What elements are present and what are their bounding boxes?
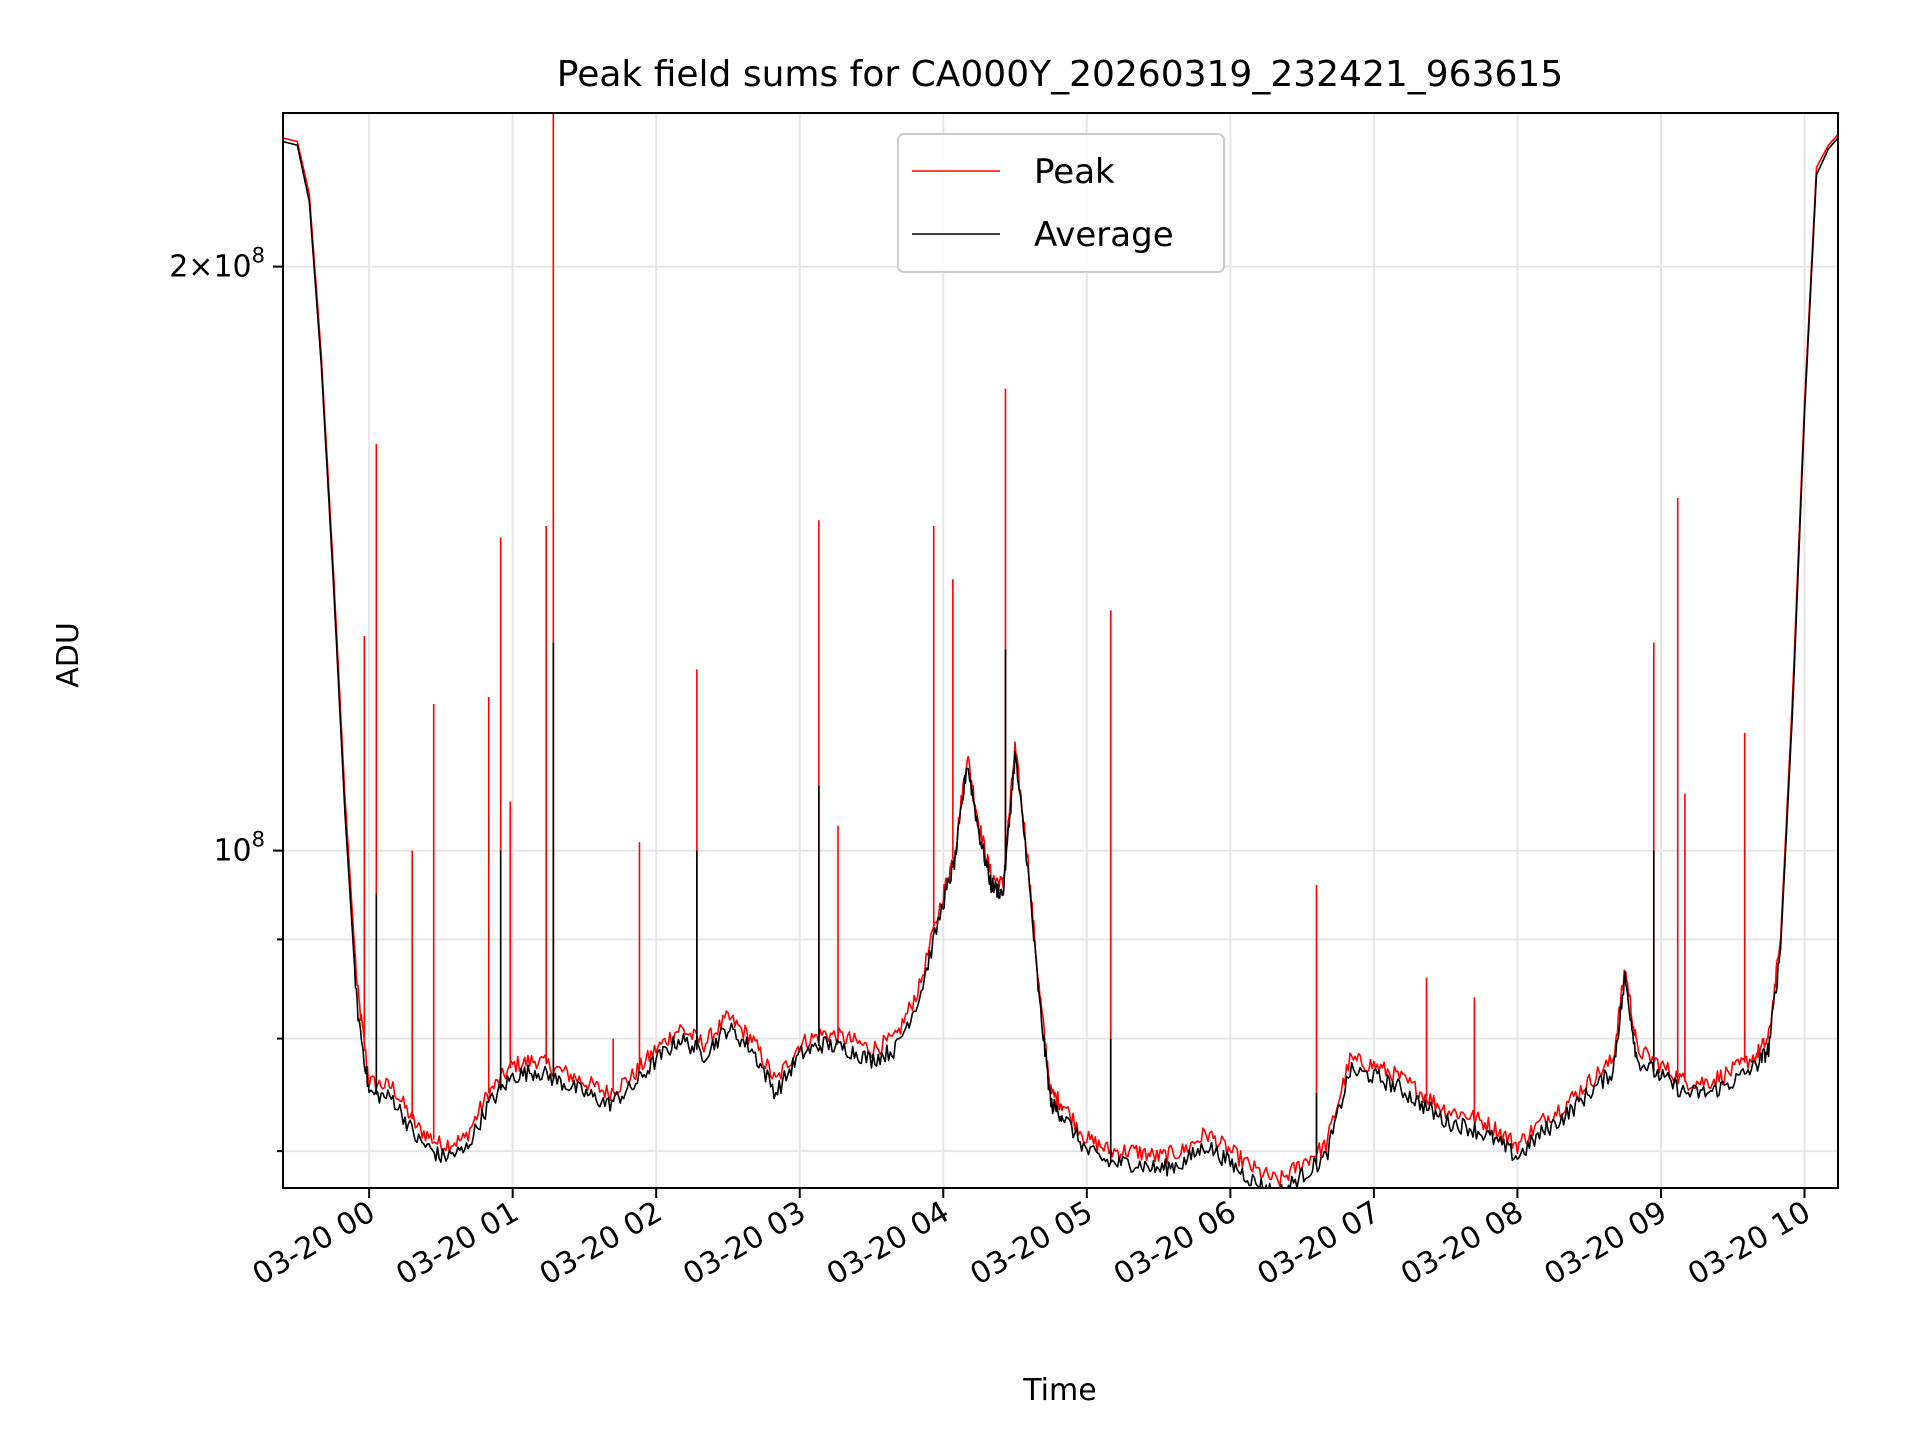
series-line-average: [283, 137, 1838, 1188]
y-tick-label-base: 2×10: [169, 250, 251, 285]
y-tick-label-base: 10: [213, 834, 251, 869]
legend: Peak Average: [897, 133, 1225, 273]
series-group: [283, 113, 1838, 1188]
y-tick-label: 108: [213, 828, 265, 869]
legend-label-average: Average: [1034, 215, 1174, 255]
y-tick-label-exponent: 8: [252, 828, 265, 852]
y-tick-label: 2×108: [169, 244, 265, 285]
x-axis-label: Time: [1022, 1373, 1096, 1408]
legend-box: [897, 133, 1225, 273]
plot-area: [283, 113, 1838, 1188]
plot-frame: [282, 112, 1839, 1189]
grid: [283, 113, 1838, 1188]
chart-title: Peak field sums for CA000Y_20260319_2324…: [557, 54, 1563, 95]
legend-label-peak: Peak: [1034, 152, 1115, 192]
y-tick-label-exponent: 8: [252, 244, 265, 268]
y-axis-label: ADU: [51, 622, 86, 688]
